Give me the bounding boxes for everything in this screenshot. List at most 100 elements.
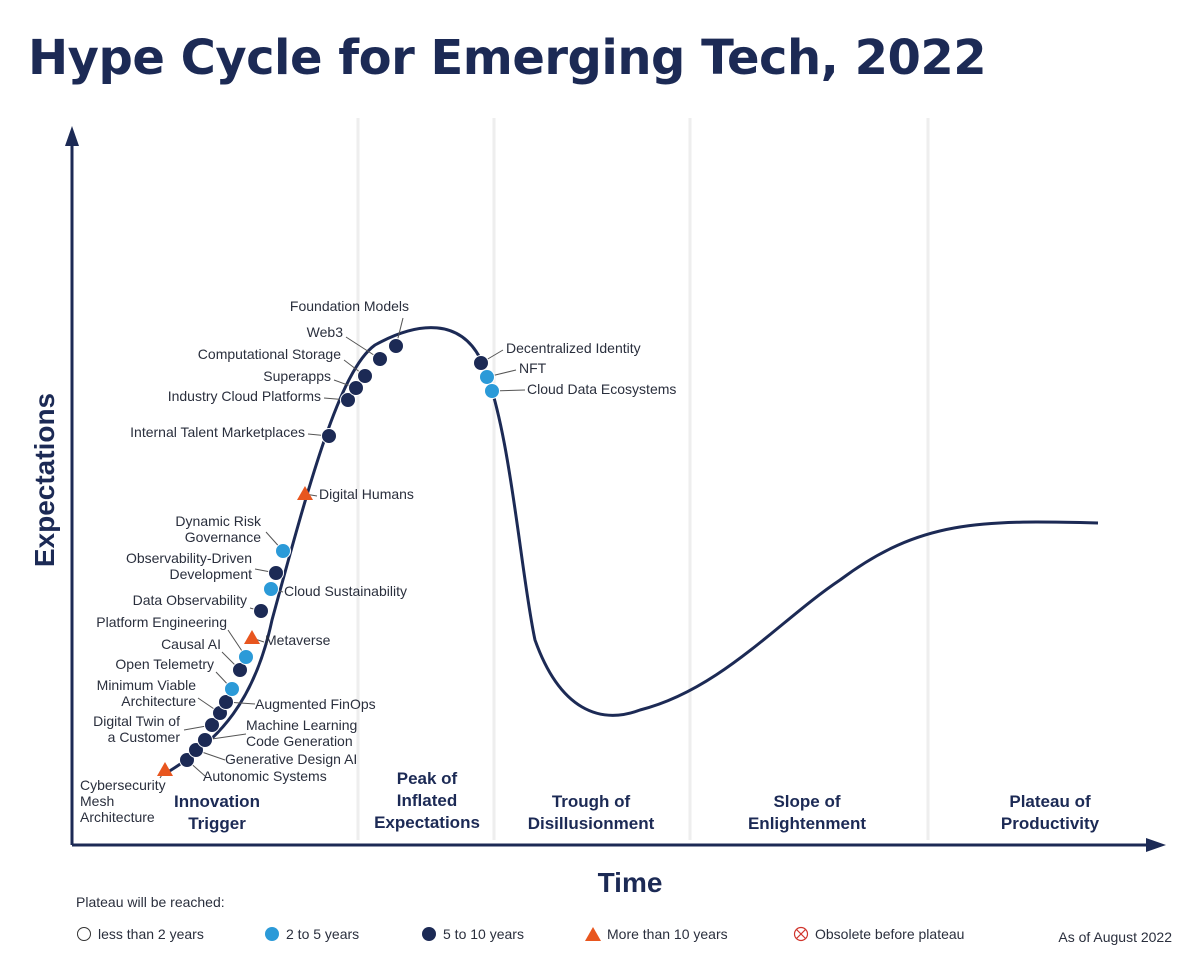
label-line: Superapps [263, 368, 331, 384]
label-computational-storage: Computational Storage [198, 346, 341, 362]
legend-item-obsolete: Obsolete before plateau [793, 926, 964, 942]
label-autonomic-systems: Autonomic Systems [203, 768, 327, 784]
phase-dividers [356, 118, 930, 840]
phase-label-trough-of-disillusionment: Trough of Disillusionment [528, 792, 655, 833]
marker-machine-learning-code-generation-circle-icon[interactable] [197, 732, 213, 748]
label-line: Dynamic Risk [175, 513, 262, 529]
x-axis-arrow-icon [1146, 838, 1166, 852]
label-digital-humans: Digital Humans [319, 486, 414, 502]
marker-superapps-circle-icon[interactable] [348, 380, 364, 396]
label-line: Mesh [80, 793, 114, 809]
legend-item-label: less than 2 years [98, 926, 204, 942]
marker-digital-twin-of-a-customer-circle-icon[interactable] [204, 717, 220, 733]
label-line: Digital Twin of [93, 713, 180, 729]
label-nft: NFT [519, 360, 547, 376]
label-line: Internal Talent Marketplaces [130, 424, 305, 440]
label-cybersecurity-mesh-architecture: Cybersecurity Mesh Architecture [80, 777, 166, 825]
label-cloud-data-ecosystems: Cloud Data Ecosystems [527, 381, 676, 397]
marker-dynamic-risk-governance-circle-icon[interactable] [275, 543, 291, 559]
label-line: Decentralized Identity [506, 340, 641, 356]
orange-triangle-icon [585, 927, 601, 941]
marker-web3-circle-icon[interactable] [372, 351, 388, 367]
label-internal-talent-marketplaces: Internal Talent Marketplaces [130, 424, 305, 440]
label-line: Development [170, 566, 253, 582]
marker-foundation-models-circle-icon[interactable] [388, 338, 404, 354]
marker-autonomic-systems-circle-icon[interactable] [179, 752, 195, 768]
label-observability-driven-development: Observability-Driven Development [126, 550, 252, 582]
legend-item-label: Obsolete before plateau [815, 926, 965, 942]
label-line: Computational Storage [198, 346, 341, 362]
label-line: Generative Design AI [225, 751, 357, 767]
label-line: Industry Cloud Platforms [168, 388, 321, 404]
legend-item-5-to-10: 5 to 10 years [421, 926, 524, 942]
label-causal-ai: Causal AI [161, 636, 221, 652]
x-axis-label: Time [598, 867, 663, 898]
phase-label-line: Peak of [397, 769, 458, 788]
label-line: Cloud Sustainability [284, 583, 407, 599]
label-cloud-sustainability: Cloud Sustainability [284, 583, 407, 599]
marker-data-observability-circle-icon[interactable] [253, 603, 269, 619]
label-minimum-viable-architecture: Minimum Viable Architecture [97, 677, 197, 709]
legend-title: Plateau will be reached: [76, 894, 225, 910]
light-blue-circle-icon [265, 927, 279, 941]
label-line: Architecture [80, 809, 155, 825]
marker-industry-cloud-platforms-circle-icon[interactable] [340, 392, 356, 408]
marker-metaverse-triangle-icon[interactable] [244, 630, 260, 644]
marker-open-telemetry-circle-icon[interactable] [224, 681, 240, 697]
label-line: Data Observability [133, 592, 247, 608]
phase-label-line: Trough of [552, 792, 631, 811]
label-data-observability: Data Observability [133, 592, 247, 608]
label-line: Code Generation [246, 733, 353, 749]
label-line: Metaverse [265, 632, 331, 648]
label-line: Minimum Viable [97, 677, 197, 693]
phase-label-line: Slope of [773, 792, 840, 811]
label-web3: Web3 [307, 324, 344, 340]
label-line: Web3 [307, 324, 344, 340]
label-generative-design-ai: Generative Design AI [225, 751, 357, 767]
technology-labels: Cybersecurity Mesh Architecture Autonomic S… [80, 298, 676, 825]
marker-digital-humans-triangle-icon[interactable] [297, 486, 313, 500]
axes [65, 126, 1166, 852]
marker-platform-engineering-circle-icon[interactable] [238, 649, 254, 665]
y-axis-arrow-icon [65, 126, 79, 146]
legend-item-label: More than 10 years [607, 926, 728, 942]
label-metaverse: Metaverse [265, 632, 331, 648]
label-line: Open Telemetry [115, 656, 214, 672]
marker-nft-circle-icon[interactable] [479, 369, 495, 385]
phase-label-line: Plateau of [1009, 792, 1091, 811]
marker-decentralized-identity-circle-icon[interactable] [473, 355, 489, 371]
marker-generative-design-ai-circle-icon[interactable] [188, 742, 204, 758]
marker-computational-storage-circle-icon[interactable] [357, 368, 373, 384]
legend-item-label: 5 to 10 years [443, 926, 524, 942]
label-line: Governance [185, 529, 261, 545]
label-foundation-models: Foundation Models [290, 298, 409, 314]
phase-label-line: Productivity [1001, 814, 1100, 833]
as-of-date: As of August 2022 [1058, 929, 1172, 945]
phase-label-line: Inflated [397, 791, 457, 810]
marker-observability-driven-development-circle-icon[interactable] [268, 565, 284, 581]
label-line: a Customer [108, 729, 181, 745]
marker-causal-ai-circle-icon[interactable] [232, 662, 248, 678]
label-line: Autonomic Systems [203, 768, 327, 784]
phase-label-peak-of-inflated-expectations: Peak of Inflated Expectations [374, 769, 480, 832]
marker-cybersecurity-mesh-architecture-triangle-icon[interactable] [157, 762, 173, 776]
marker-cloud-sustainability-circle-icon[interactable] [263, 581, 279, 597]
phase-labels: Innovation Trigger Peak of Inflated Expectat… [174, 769, 1100, 833]
label-platform-engineering: Platform Engineering [96, 614, 227, 630]
open-circle-icon [77, 927, 91, 941]
navy-circle-icon [422, 927, 436, 941]
label-line: Machine Learning [246, 717, 357, 733]
label-superapps: Superapps [263, 368, 331, 384]
marker-internal-talent-marketplaces-circle-icon[interactable] [321, 428, 337, 444]
label-line: Causal AI [161, 636, 221, 652]
marker-cloud-data-ecosystems-circle-icon[interactable] [484, 383, 500, 399]
legend-item-2-to-5: 2 to 5 years [264, 926, 359, 942]
label-line: Platform Engineering [96, 614, 227, 630]
label-dynamic-risk-governance: Dynamic Risk Governance [175, 513, 262, 545]
legend-item-label: 2 to 5 years [286, 926, 360, 942]
label-line: Observability-Driven [126, 550, 252, 566]
marker-augmented-finops-circle-icon[interactable] [218, 694, 234, 710]
page-title: Hype Cycle for Emerging Tech, 2022 [28, 30, 987, 86]
phase-label-line: Expectations [374, 813, 480, 832]
